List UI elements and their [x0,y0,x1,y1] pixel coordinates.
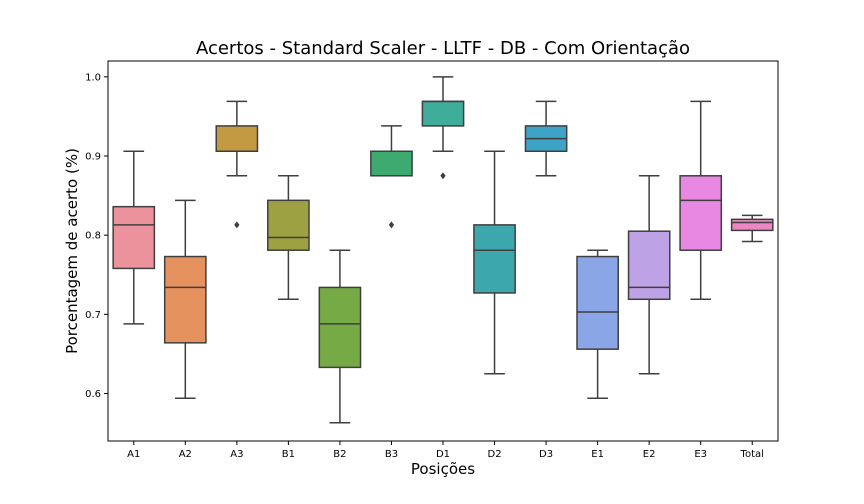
x-tick-label: D1 [436,449,450,460]
x-tick-label: B1 [282,449,295,460]
y-tick-label: 0.7 [85,310,101,321]
iqr-box [370,150,413,177]
x-tick-label: A3 [230,449,243,460]
x-axis: A1 A2 A3 B1 B2 B3 D1 D2 D3 E1 E2 E3 Total [127,441,764,460]
y-tick-label: 0.6 [85,389,101,400]
x-tick-label: D2 [488,449,502,460]
iqr-box [215,125,259,152]
iqr-box [421,100,465,127]
x-tick-label: E1 [591,449,604,460]
y-tick-label: 0.8 [85,231,101,242]
iqr-box [730,218,774,232]
box-A3 [215,100,259,229]
box-B3 [370,125,413,229]
iqr-box [318,286,362,369]
box-E2 [627,175,671,375]
box-E3 [679,100,723,301]
box-B1 [267,175,310,301]
x-axis-label: Posições [411,460,475,478]
x-tick-label: E3 [694,449,707,460]
chart-title: Acertos - Standard Scaler - LLTF - DB - … [196,38,690,59]
outlier-point [234,221,240,229]
box-B2 [318,249,362,424]
x-tick-label: D3 [539,449,553,460]
iqr-box [267,199,310,251]
box-E1 [576,249,619,399]
box-A2 [163,199,207,399]
iqr-box [163,255,207,344]
x-tick-label: Total [740,449,764,460]
box-D2 [473,150,516,375]
x-tick-label: E2 [643,449,656,460]
x-tick-label: A1 [127,449,140,460]
x-tick-label: B2 [333,449,346,460]
y-tick-label: 1.0 [85,72,101,83]
iqr-box [473,224,516,294]
iqr-box [679,175,723,251]
iqr-box [112,205,156,270]
outlier-point [388,221,395,229]
box-A1 [112,150,156,325]
boxes-layer [112,76,774,424]
iqr-box [576,255,619,350]
box-Total [730,214,774,243]
y-axis: 0.6 0.7 0.8 0.9 1.0 [85,72,108,400]
y-tick-label: 0.9 [85,152,101,163]
box-D1 [421,76,465,180]
x-tick-label: B3 [385,449,398,460]
outlier-point [440,172,446,180]
box-D3 [524,100,568,177]
x-tick-label: A2 [179,449,192,460]
y-axis-label: Porcentagem de acerto (%) [63,148,81,354]
iqr-box [627,230,671,301]
